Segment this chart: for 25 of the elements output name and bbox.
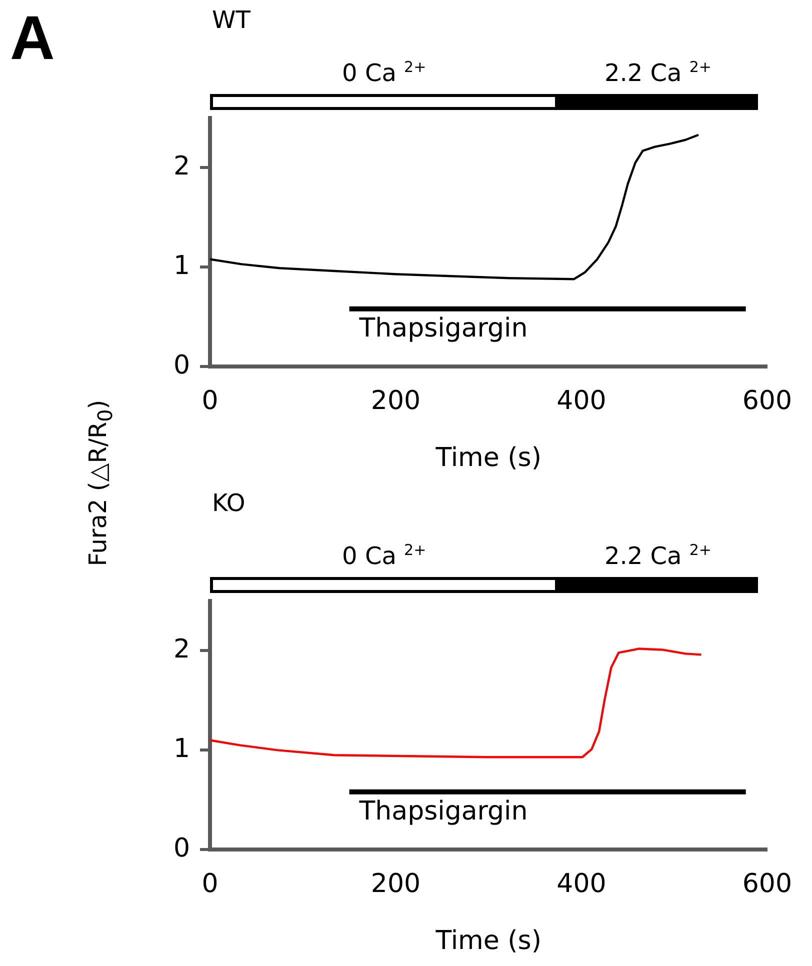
text: 2.2 Ca $^{2+}$ [604, 58, 712, 87]
series-label: Thapsigargin [358, 314, 528, 344]
x-tick-label: 600 [742, 386, 792, 416]
x-tick-label: 200 [370, 386, 421, 416]
chart-title: KO [212, 489, 246, 518]
text: 0 Ca $^{2+}$ [342, 58, 426, 87]
series-label: Thapsigargin [358, 796, 528, 827]
y-tick-label: 2 [173, 634, 190, 664]
y-tick-label: 1 [173, 734, 190, 764]
chart-title: WT [212, 6, 251, 34]
x-axis-title: Time (s) [434, 443, 542, 474]
text: 0 Ca $^{2+}$ [342, 541, 426, 570]
text: A [10, 4, 55, 73]
x-tick-label: 400 [556, 386, 606, 416]
x-tick-label: 600 [742, 868, 792, 899]
x-tick-label: 400 [556, 868, 606, 899]
x-tick-label: 200 [370, 868, 421, 899]
y-tick-label: 2 [173, 151, 190, 182]
x-axis-title: Time (s) [434, 926, 542, 956]
text: 2.2 Ca $^{2+}$ [604, 541, 712, 570]
x-tick-label: 0 [202, 868, 218, 899]
y-tick-label: 1 [173, 250, 190, 281]
y-tick-label: 0 [173, 833, 190, 864]
x-tick-label: 0 [202, 386, 218, 416]
y-tick-label: 0 [173, 350, 190, 380]
